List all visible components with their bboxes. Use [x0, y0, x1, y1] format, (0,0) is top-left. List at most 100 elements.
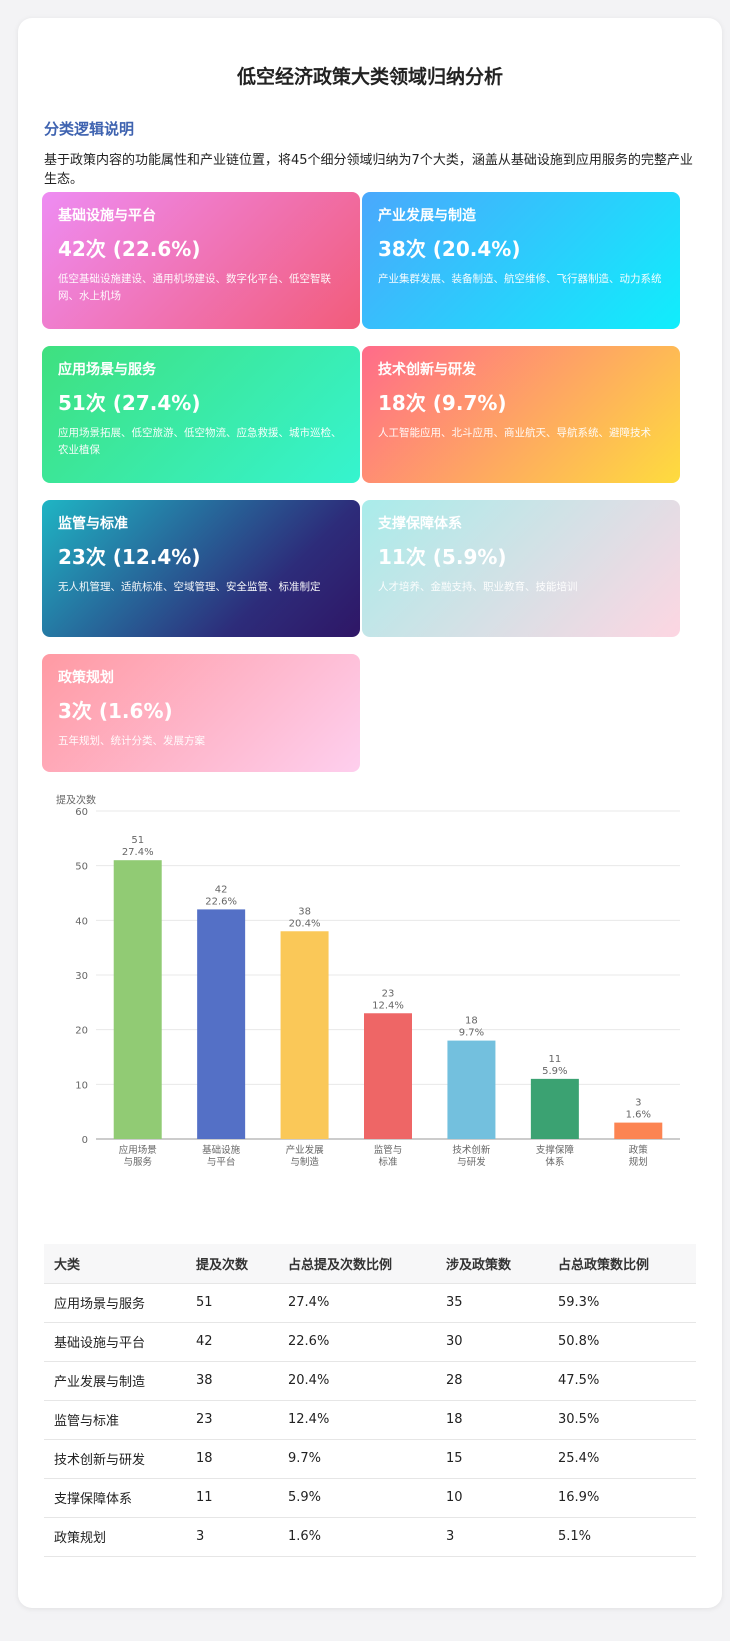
column-header: 提及次数: [186, 1244, 278, 1284]
x-tick-label: 应用场景: [119, 1144, 157, 1156]
bar-percent-label: 12.4%: [372, 1000, 404, 1011]
table-cell: 35: [436, 1283, 548, 1323]
bar: [197, 909, 246, 1139]
bar-percent-label: 20.4%: [289, 918, 321, 929]
card-items: 无人机管理、适航标准、空域管理、安全监管、标准制定: [58, 581, 321, 593]
column-header: 占总政策数比例: [548, 1244, 696, 1284]
category-card-infrastructure: 基础设施与平台 42次 (22.6%) 低空基础设施建设、通用机场建设、数字化平…: [42, 192, 360, 329]
card-name: 基础设施与平台: [58, 208, 156, 224]
category-card-policy: 政策规划 3次 (1.6%) 五年规划、统计分类、发展方案: [42, 654, 360, 772]
card-name: 支撑保障体系: [378, 516, 462, 532]
card-count: 42次 (22.6%): [58, 237, 201, 261]
card-name: 政策规划: [58, 670, 114, 686]
x-tick-label: 体系: [545, 1156, 564, 1168]
x-tick-label: 产业发展: [286, 1144, 325, 1156]
x-tick-label: 政策: [629, 1144, 649, 1156]
bar-value-label: 38: [298, 906, 311, 917]
card-items: 低空基础设施建设、通用机场建设、数字化平台、低空智联网、水上机场: [58, 273, 331, 302]
table-row: 基础设施与平台 42 22.6% 30 50.8%: [44, 1322, 696, 1362]
table-cell: 技术创新与研发: [44, 1439, 186, 1479]
card-items: 应用场景拓展、低空旅游、低空物流、应急救援、城市巡检、农业植保: [58, 427, 342, 456]
card-items: 五年规划、统计分类、发展方案: [58, 735, 205, 747]
bar: [614, 1122, 663, 1139]
column-header: 涉及政策数: [436, 1244, 548, 1284]
table-cell: 50.8%: [548, 1322, 696, 1362]
x-tick-label: 与研发: [457, 1156, 486, 1168]
table-cell: 16.9%: [548, 1478, 696, 1518]
report-panel: 低空经济政策大类领域归纳分析 分类逻辑说明 基于政策内容的功能属性和产业链位置，…: [18, 18, 722, 1608]
card-count: 23次 (12.4%): [58, 545, 201, 569]
category-card-technology: 技术创新与研发 18次 (9.7%) 人工智能应用、北斗应用、商业航天、导航系统…: [362, 346, 680, 483]
table-cell: 9.7%: [278, 1439, 436, 1479]
card-name: 产业发展与制造: [378, 208, 476, 224]
table-row: 支撑保障体系 11 5.9% 10 16.9%: [44, 1478, 696, 1518]
table-cell: 42: [186, 1322, 278, 1362]
bar-percent-label: 1.6%: [626, 1110, 651, 1121]
table-cell: 28: [436, 1361, 548, 1401]
table-cell: 51: [186, 1283, 278, 1323]
x-tick-label: 监管与: [374, 1144, 403, 1156]
y-tick-label: 60: [75, 807, 88, 818]
bar-value-label: 3: [635, 1098, 641, 1109]
table-cell: 产业发展与制造: [44, 1361, 186, 1401]
table-cell: 18: [436, 1400, 548, 1440]
page-title: 低空经济政策大类领域归纳分析: [236, 66, 503, 88]
table-cell: 27.4%: [278, 1283, 436, 1323]
table-cell: 3: [436, 1517, 548, 1557]
x-tick-label: 技术创新: [452, 1144, 491, 1156]
x-tick-label: 与平台: [207, 1156, 236, 1168]
card-items: 人才培养、金融支持、职业教育、技能培训: [378, 581, 578, 593]
table-cell: 支撑保障体系: [44, 1478, 186, 1518]
summary-table: 大类 提及次数 占总提及次数比例 涉及政策数 占总政策数比例 应用场景与服务 51…: [44, 1244, 696, 1557]
card-name: 监管与标准: [58, 516, 128, 532]
table-cell: 3: [186, 1517, 278, 1557]
table-cell: 应用场景与服务: [44, 1283, 186, 1323]
bar: [530, 1078, 579, 1139]
bar-chart: 提及次数 0 10 20 30 40 50 60 51 27.4% 应用场景 与服务 42 22.6% 基础…: [48, 793, 708, 1203]
table-cell: 30: [436, 1322, 548, 1362]
category-card-application: 应用场景与服务 51次 (27.4%) 应用场景拓展、低空旅游、低空物流、应急救…: [42, 346, 360, 483]
bar-percent-label: 5.9%: [542, 1066, 567, 1077]
card-count: 51次 (27.4%): [58, 391, 201, 415]
card-name: 应用场景与服务: [58, 362, 156, 378]
y-axis-label: 提及次数: [56, 793, 96, 806]
y-tick-label: 30: [75, 971, 88, 982]
x-tick-label: 标准: [378, 1156, 398, 1168]
table-cell: 23: [186, 1400, 278, 1440]
table-cell: 10: [436, 1478, 548, 1518]
table-cell: 政策规划: [44, 1517, 186, 1557]
category-card-support: 支撑保障体系 11次 (5.9%) 人才培养、金融支持、职业教育、技能培训: [362, 500, 680, 637]
x-tick-label: 基础设施: [202, 1144, 241, 1156]
y-tick-label: 50: [75, 862, 88, 873]
section-title: 分类逻辑说明: [44, 120, 135, 138]
table-row: 政策规划 3 1.6% 3 5.1%: [44, 1517, 696, 1557]
y-tick-label: 10: [75, 1080, 88, 1091]
bar-value-label: 42: [215, 884, 228, 895]
description-text: 基于政策内容的功能属性和产业链位置，将45个细分领域归纳为7个大类，涵盖从基础设…: [44, 153, 693, 187]
bar-value-label: 18: [465, 1016, 478, 1027]
category-card-regulation: 监管与标准 23次 (12.4%) 无人机管理、适航标准、空域管理、安全监管、标…: [42, 500, 360, 637]
table-row: 技术创新与研发 18 9.7% 15 25.4%: [44, 1439, 696, 1479]
bar-percent-label: 9.7%: [459, 1028, 484, 1039]
table-row: 应用场景与服务 51 27.4% 35 59.3%: [44, 1283, 696, 1323]
card-name: 技术创新与研发: [378, 362, 476, 378]
bar-value-label: 51: [131, 835, 144, 846]
table-cell: 25.4%: [548, 1439, 696, 1479]
table-header-row: 大类 提及次数 占总提及次数比例 涉及政策数 占总政策数比例: [44, 1244, 696, 1284]
table-cell: 基础设施与平台: [44, 1322, 186, 1362]
table-cell: 5.1%: [548, 1517, 696, 1557]
x-tick-label: 支撑保障: [536, 1144, 575, 1156]
table-cell: 22.6%: [278, 1322, 436, 1362]
table-row: 产业发展与制造 38 20.4% 28 47.5%: [44, 1361, 696, 1401]
table-cell: 18: [186, 1439, 278, 1479]
card-items: 人工智能应用、北斗应用、商业航天、导航系统、避障技术: [378, 427, 651, 439]
category-card-industry: 产业发展与制造 38次 (20.4%) 产业集群发展、装备制造、航空维修、飞行器…: [362, 192, 680, 329]
column-header: 占总提及次数比例: [278, 1244, 436, 1284]
x-tick-label: 规划: [629, 1156, 648, 1168]
card-count: 38次 (20.4%): [378, 237, 521, 261]
bar-value-label: 23: [382, 988, 395, 999]
bar-percent-label: 22.6%: [205, 896, 237, 907]
bar: [280, 931, 329, 1139]
table-cell: 12.4%: [278, 1400, 436, 1440]
table-cell: 5.9%: [278, 1478, 436, 1518]
